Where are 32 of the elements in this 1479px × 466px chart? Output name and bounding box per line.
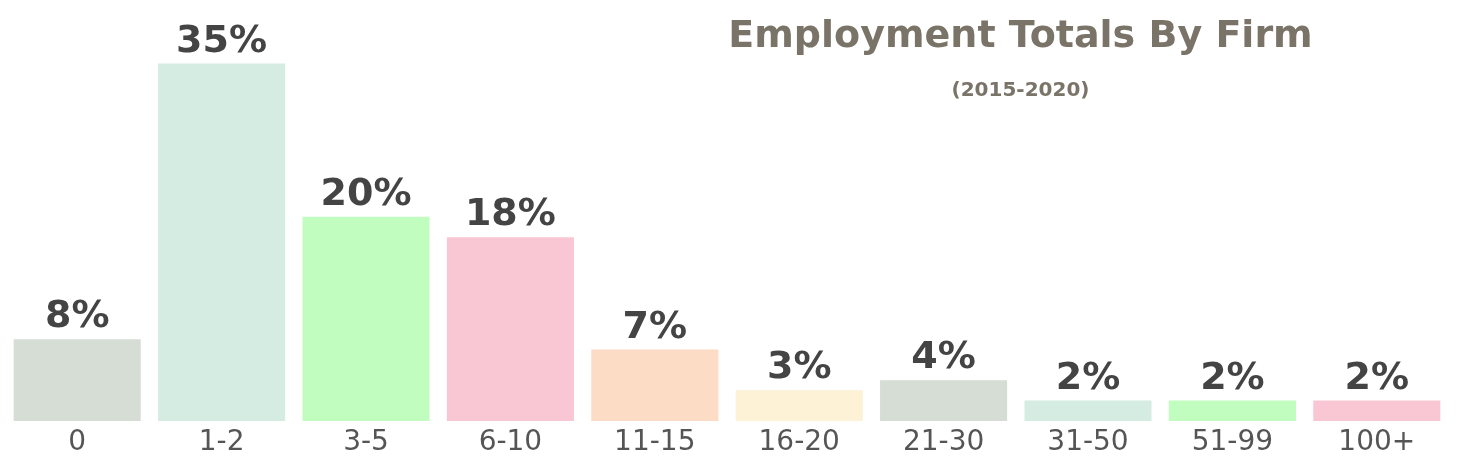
data-label: 8% <box>44 292 110 337</box>
bar <box>1313 400 1441 421</box>
x-tick-label: 16-20 <box>758 424 840 457</box>
x-tick-label: 100+ <box>1338 424 1416 457</box>
data-label: 2% <box>1055 353 1121 398</box>
x-tick-label: 11-15 <box>614 424 696 457</box>
x-tick-label: 21-30 <box>902 424 985 457</box>
data-label: 7% <box>622 302 688 347</box>
bar <box>880 380 1008 421</box>
x-tick-label: 3-5 <box>343 424 389 457</box>
data-label: 18% <box>464 190 556 235</box>
data-label: 3% <box>766 343 832 388</box>
bar <box>735 390 863 421</box>
data-label: 35% <box>176 16 268 61</box>
bar <box>13 339 141 421</box>
bar <box>1168 400 1296 421</box>
x-tick-label: 51-99 <box>1191 424 1274 457</box>
bar <box>1024 400 1152 421</box>
data-label: 2% <box>1200 353 1265 398</box>
chart-title: Employment Totals By Firm <box>728 11 1313 56</box>
text: (2015-2020) <box>951 77 1090 101</box>
data-label: 4% <box>911 333 976 378</box>
data-label: 2% <box>1344 353 1410 398</box>
bar <box>302 216 430 421</box>
x-tick-label: 0 <box>68 424 87 457</box>
x-tick-label: 1-2 <box>198 424 245 457</box>
bar <box>158 63 286 421</box>
bar <box>591 349 719 421</box>
bar <box>446 237 574 421</box>
x-tick-label: 6-10 <box>478 424 543 457</box>
data-label: 20% <box>320 169 412 214</box>
x-tick-label: 31-50 <box>1047 424 1129 457</box>
